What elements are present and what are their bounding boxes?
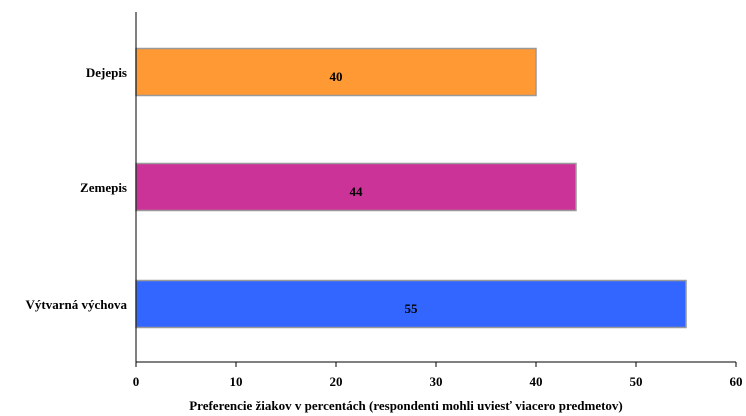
bars-group <box>135 47 687 329</box>
x-tick-label-10: 10 <box>230 374 243 389</box>
category-label-1: Dejepis <box>86 65 127 80</box>
x-tick-label-0: 0 <box>133 374 140 389</box>
data-label-1: 40 <box>330 69 343 84</box>
data-label-3: 55 <box>405 301 419 316</box>
category-labels-group: Dejepis Zemepis Výtvarná výchova <box>26 65 128 312</box>
category-label-3: Výtvarná výchova <box>26 297 128 312</box>
bar-1 <box>135 47 537 97</box>
x-tick-label-60: 60 <box>730 374 743 389</box>
category-label-2: Zemepis <box>80 180 127 195</box>
x-axis-label: Preferencie žiakov v percentách (respond… <box>189 398 623 413</box>
bar-2 <box>135 162 577 212</box>
bar-3 <box>135 279 687 329</box>
x-tick-label-40: 40 <box>530 374 543 389</box>
data-labels-group: 40 44 55 <box>330 69 419 316</box>
x-tick-label-30: 30 <box>430 374 443 389</box>
x-tick-label-20: 20 <box>330 374 343 389</box>
x-tick-label-50: 50 <box>630 374 643 389</box>
data-label-2: 44 <box>350 184 364 199</box>
x-ticks-group: 0 10 20 30 40 50 60 <box>133 362 743 389</box>
